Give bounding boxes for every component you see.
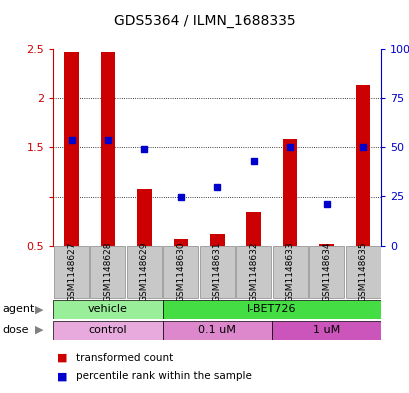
Text: ■: ■ xyxy=(57,371,68,382)
Bar xyxy=(319,244,333,246)
Bar xyxy=(173,239,188,246)
Text: dose: dose xyxy=(2,325,29,335)
Bar xyxy=(163,246,198,298)
Text: GSM1148634: GSM1148634 xyxy=(321,242,330,302)
Text: ▶: ▶ xyxy=(35,325,43,335)
Bar xyxy=(355,85,369,246)
Bar xyxy=(137,189,151,246)
Bar xyxy=(64,52,79,246)
Bar xyxy=(271,321,380,340)
Text: GSM1148632: GSM1148632 xyxy=(249,242,258,302)
Bar xyxy=(54,246,89,298)
Text: transformed count: transformed count xyxy=(76,353,173,363)
Text: percentile rank within the sample: percentile rank within the sample xyxy=(76,371,251,382)
Text: GSM1148628: GSM1148628 xyxy=(103,242,112,302)
Bar xyxy=(236,246,271,298)
Bar xyxy=(345,246,380,298)
Text: I-BET726: I-BET726 xyxy=(247,304,296,314)
Bar xyxy=(308,246,343,298)
Text: GSM1148633: GSM1148633 xyxy=(285,242,294,303)
Text: control: control xyxy=(88,325,127,335)
Bar xyxy=(272,246,307,298)
Text: GSM1148629: GSM1148629 xyxy=(139,242,148,302)
Text: ▶: ▶ xyxy=(35,304,43,314)
Text: ■: ■ xyxy=(57,353,68,363)
Bar xyxy=(90,246,125,298)
Text: GSM1148635: GSM1148635 xyxy=(358,242,367,303)
Bar xyxy=(127,246,162,298)
Text: GDS5364 / ILMN_1688335: GDS5364 / ILMN_1688335 xyxy=(114,14,295,28)
Bar xyxy=(246,212,261,246)
Text: 1 uM: 1 uM xyxy=(312,325,339,335)
Text: GSM1148630: GSM1148630 xyxy=(176,242,185,303)
Bar xyxy=(101,52,115,246)
Text: vehicle: vehicle xyxy=(88,304,128,314)
Text: GSM1148631: GSM1148631 xyxy=(212,242,221,303)
Bar xyxy=(209,234,224,246)
Text: 0.1 uM: 0.1 uM xyxy=(198,325,236,335)
Bar xyxy=(53,321,162,340)
Text: agent: agent xyxy=(2,304,34,314)
Bar xyxy=(162,300,380,319)
Bar xyxy=(282,138,297,246)
Bar xyxy=(162,321,271,340)
Text: GSM1148627: GSM1148627 xyxy=(67,242,76,302)
Bar xyxy=(199,246,234,298)
Bar xyxy=(53,300,162,319)
